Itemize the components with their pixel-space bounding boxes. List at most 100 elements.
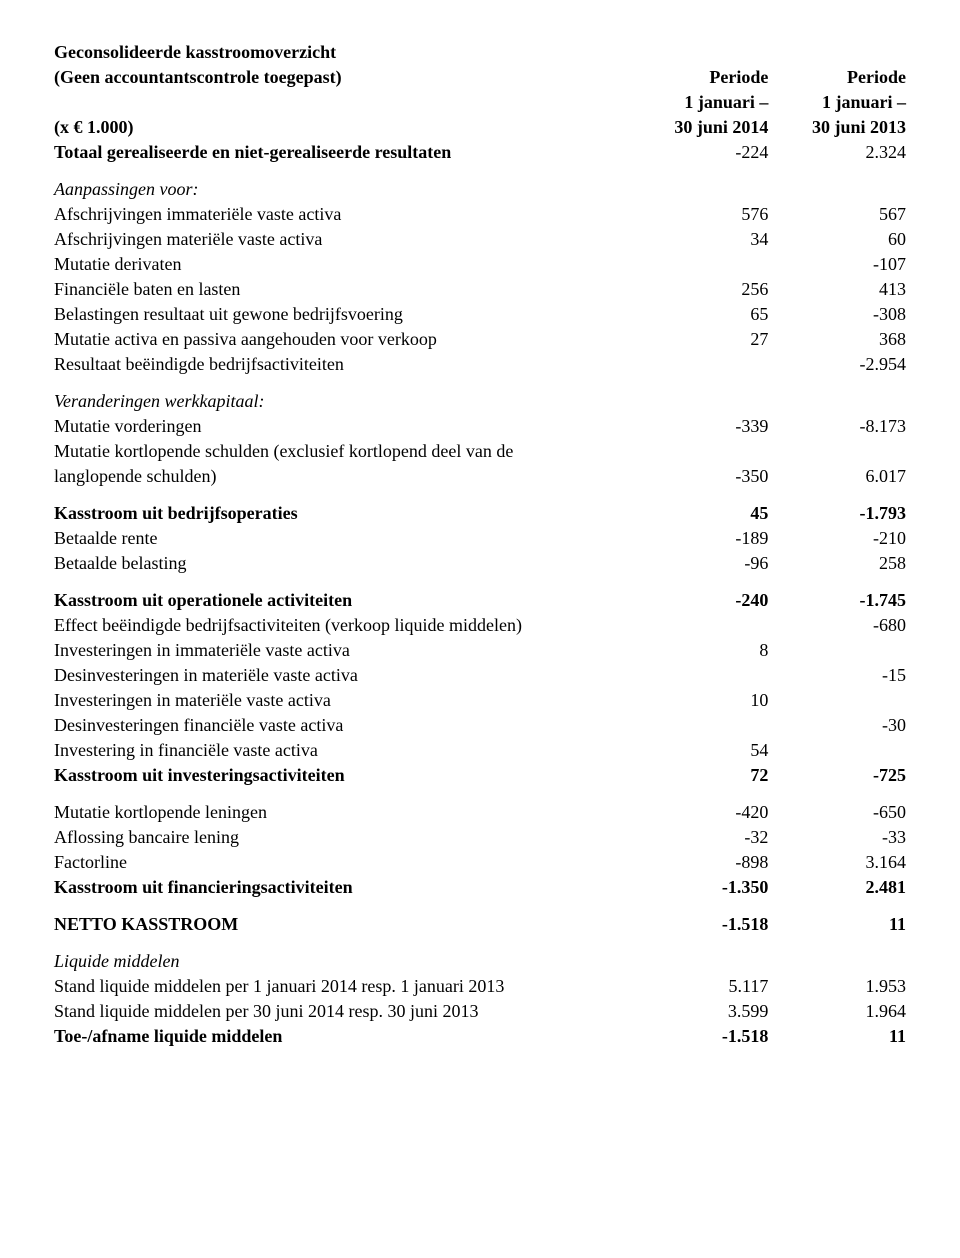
val1-mutatie-kortl-leningen: -420 bbox=[635, 788, 773, 825]
val2-mutatie-vorderingen: -8.173 bbox=[772, 414, 910, 439]
val2-invest-fin bbox=[772, 738, 910, 763]
label-belastingen: Belastingen resultaat uit gewone bedrijf… bbox=[50, 302, 635, 327]
val1-mutatie-vorderingen: -339 bbox=[635, 414, 773, 439]
label-stand-1jan: Stand liquide middelen per 1 januari 201… bbox=[50, 974, 635, 999]
val1-invest-immat: 8 bbox=[635, 638, 773, 663]
val2-kasstroom-operationele: -1.745 bbox=[772, 576, 910, 613]
row-desinvest-mat: Desinvesteringen in materiële vaste acti… bbox=[50, 663, 910, 688]
val2-toe-afname: 11 bbox=[772, 1024, 910, 1049]
row-factorline: Factorline -898 3.164 bbox=[50, 850, 910, 875]
row-mutatie-activa: Mutatie activa en passiva aangehouden vo… bbox=[50, 327, 910, 352]
val2-aflossing-banc: -33 bbox=[772, 825, 910, 850]
label-afschr-mat: Afschrijvingen materiële vaste activa bbox=[50, 227, 635, 252]
header-row-1: Geconsolideerde kasstroomoverzicht bbox=[50, 40, 910, 65]
label-mutatie-kortl-line1: Mutatie kortlopende schulden (exclusief … bbox=[50, 439, 635, 464]
row-total-results: Totaal gerealiseerde en niet-gerealiseer… bbox=[50, 140, 910, 165]
label-kasstroom-bedrijfsop: Kasstroom uit bedrijfsoperaties bbox=[50, 489, 635, 526]
period1-line2: 1 januari – bbox=[635, 90, 773, 115]
val2-invest-immat bbox=[772, 638, 910, 663]
label-mutatie-vorderingen: Mutatie vorderingen bbox=[50, 414, 635, 439]
val1-kasstroom-bedrijfsop: 45 bbox=[635, 489, 773, 526]
val2-kasstroom-bedrijfsop: -1.793 bbox=[772, 489, 910, 526]
val1-aflossing-banc: -32 bbox=[635, 825, 773, 850]
label-kasstroom-operationele: Kasstroom uit operationele activiteiten bbox=[50, 576, 635, 613]
val2-factorline: 3.164 bbox=[772, 850, 910, 875]
header-row-2: (Geen accountantscontrole toegepast) Per… bbox=[50, 65, 910, 90]
val2-mutatie-deriv: -107 bbox=[772, 252, 910, 277]
val1-kasstroom-operationele: -240 bbox=[635, 576, 773, 613]
row-kasstroom-operationele: Kasstroom uit operationele activiteiten … bbox=[50, 576, 910, 613]
label-mutatie-kortl: langlopende schulden) bbox=[50, 464, 635, 489]
row-betaalde-rente: Betaalde rente -189 -210 bbox=[50, 526, 910, 551]
row-mutatie-deriv: Mutatie derivaten -107 bbox=[50, 252, 910, 277]
header-row-3: 1 januari – 1 januari – bbox=[50, 90, 910, 115]
label-invest-immat: Investeringen in immateriële vaste activ… bbox=[50, 638, 635, 663]
label-aflossing-banc: Aflossing bancaire lening bbox=[50, 825, 635, 850]
val1-afschr-mat: 34 bbox=[635, 227, 773, 252]
val2-mutatie-activa: 368 bbox=[772, 327, 910, 352]
val1-stand-30jun: 3.599 bbox=[635, 999, 773, 1024]
label-effect-beeind: Effect beëindigde bedrijfsactiviteiten (… bbox=[50, 613, 635, 638]
val1-betaalde-rente: -189 bbox=[635, 526, 773, 551]
val2-resultaat-beeind: -2.954 bbox=[772, 352, 910, 377]
label-fin-baten: Financiële baten en lasten bbox=[50, 277, 635, 302]
row-kasstroom-financiering: Kasstroom uit financieringsactiviteiten … bbox=[50, 875, 910, 900]
val2-fin-baten: 413 bbox=[772, 277, 910, 302]
val1-mutatie-deriv bbox=[635, 252, 773, 277]
row-toe-afname: Toe-/afname liquide middelen -1.518 11 bbox=[50, 1024, 910, 1049]
val2-afschr-immat: 567 bbox=[772, 202, 910, 227]
row-afschr-immat: Afschrijvingen immateriële vaste activa … bbox=[50, 202, 910, 227]
row-mutatie-kortl-schulden: langlopende schulden) -350 6.017 bbox=[50, 464, 910, 489]
val2-betaalde-belasting: 258 bbox=[772, 551, 910, 576]
label-invest-mat: Investeringen in materiële vaste activa bbox=[50, 688, 635, 713]
label-factorline: Factorline bbox=[50, 850, 635, 875]
title-line2: (Geen accountantscontrole toegepast) bbox=[50, 65, 635, 90]
val1-desinvest-fin bbox=[635, 713, 773, 738]
val1-betaalde-belasting: -96 bbox=[635, 551, 773, 576]
val1-effect-beeind bbox=[635, 613, 773, 638]
label-resultaat-beeind: Resultaat beëindigde bedrijfsactiviteite… bbox=[50, 352, 635, 377]
label-afschr-immat: Afschrijvingen immateriële vaste activa bbox=[50, 202, 635, 227]
val1-factorline: -898 bbox=[635, 850, 773, 875]
header-row-4: (x € 1.000) 30 juni 2014 30 juni 2013 bbox=[50, 115, 910, 140]
val1-invest-fin: 54 bbox=[635, 738, 773, 763]
adjustments-heading: Aanpassingen voor: bbox=[50, 165, 635, 202]
verand-werkk-heading: Veranderingen werkkapitaal: bbox=[50, 377, 635, 414]
period1-line1: Periode bbox=[635, 65, 773, 90]
val2-invest-mat bbox=[772, 688, 910, 713]
label-desinvest-fin: Desinvesteringen financiële vaste activa bbox=[50, 713, 635, 738]
val2-netto-kasstroom: 11 bbox=[772, 900, 910, 937]
row-afschr-mat: Afschrijvingen materiële vaste activa 34… bbox=[50, 227, 910, 252]
val2-betaalde-rente: -210 bbox=[772, 526, 910, 551]
row-resultaat-beeind: Resultaat beëindigde bedrijfsactiviteite… bbox=[50, 352, 910, 377]
val2-mutatie-kortl: 6.017 bbox=[772, 464, 910, 489]
val1-netto-kasstroom: -1.518 bbox=[635, 900, 773, 937]
row-verand-werkk-heading: Veranderingen werkkapitaal: bbox=[50, 377, 910, 414]
val2-desinvest-fin: -30 bbox=[772, 713, 910, 738]
row-belastingen: Belastingen resultaat uit gewone bedrijf… bbox=[50, 302, 910, 327]
label-betaalde-belasting: Betaalde belasting bbox=[50, 551, 635, 576]
period2-line1: Periode bbox=[772, 65, 910, 90]
val2-stand-1jan: 1.953 bbox=[772, 974, 910, 999]
val1-total-results: -224 bbox=[635, 140, 773, 165]
val2-kasstroom-financiering: 2.481 bbox=[772, 875, 910, 900]
val2-belastingen: -308 bbox=[772, 302, 910, 327]
label-betaalde-rente: Betaalde rente bbox=[50, 526, 635, 551]
val1-mutatie-activa: 27 bbox=[635, 327, 773, 352]
val2-afschr-mat: 60 bbox=[772, 227, 910, 252]
row-stand-30jun: Stand liquide middelen per 30 juni 2014 … bbox=[50, 999, 910, 1024]
val2-kasstroom-invest: -725 bbox=[772, 763, 910, 788]
row-invest-fin: Investering in financiële vaste activa 5… bbox=[50, 738, 910, 763]
val2-mutatie-kortl-leningen: -650 bbox=[772, 788, 910, 825]
row-desinvest-fin: Desinvesteringen financiële vaste activa… bbox=[50, 713, 910, 738]
val2-effect-beeind: -680 bbox=[772, 613, 910, 638]
period2-line2: 1 januari – bbox=[772, 90, 910, 115]
val1-kasstroom-financiering: -1.350 bbox=[635, 875, 773, 900]
label-netto-kasstroom: NETTO KASSTROOM bbox=[50, 900, 635, 937]
label-mutatie-deriv: Mutatie derivaten bbox=[50, 252, 635, 277]
val2-desinvest-mat: -15 bbox=[772, 663, 910, 688]
val1-kasstroom-invest: 72 bbox=[635, 763, 773, 788]
label-toe-afname: Toe-/afname liquide middelen bbox=[50, 1024, 635, 1049]
label-kasstroom-financiering: Kasstroom uit financieringsactiviteiten bbox=[50, 875, 635, 900]
label-kasstroom-invest: Kasstroom uit investeringsactiviteiten bbox=[50, 763, 635, 788]
